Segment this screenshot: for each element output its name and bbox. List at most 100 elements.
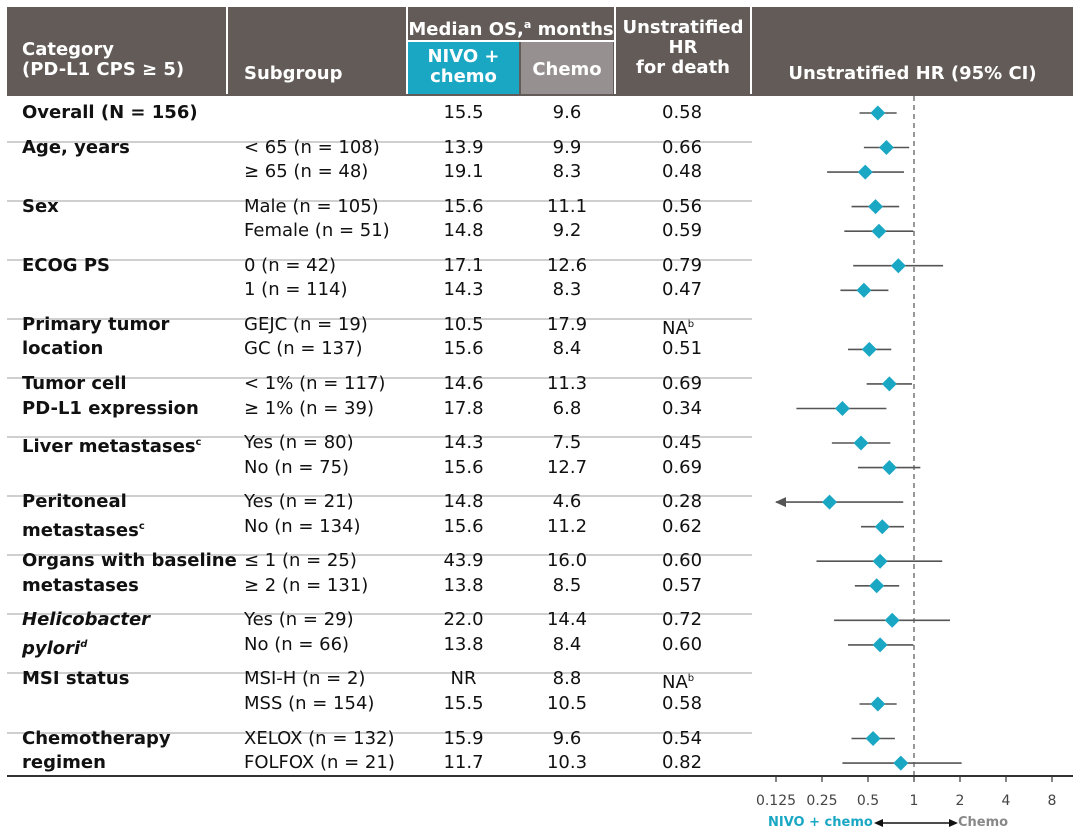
x-tick-label: 8 xyxy=(1048,793,1057,809)
hazard-ratio: 0.82 xyxy=(662,752,703,774)
group-separator xyxy=(7,258,752,261)
nivo-median-os: 22.0 xyxy=(443,609,484,631)
chemo-median-os: 10.5 xyxy=(546,693,588,714)
subgroup-label: No (n = 75) xyxy=(244,456,350,478)
chemo-median-os: 9.6 xyxy=(552,102,582,123)
x-tick-label: 2 xyxy=(956,793,965,809)
ci-arrow xyxy=(775,497,786,508)
forest-plot-title: Unstratified HR (95% CI) xyxy=(788,63,1037,84)
favors-chemo-label: Chemo xyxy=(958,815,1009,830)
category-label: Overall (N = 156) xyxy=(22,102,198,123)
hr-diamond xyxy=(881,460,897,476)
subgroup-label: XELOX (n = 132) xyxy=(244,727,395,749)
header-divider xyxy=(406,7,408,94)
nivo-median-os: 19.1 xyxy=(443,161,484,183)
category-label: Tumor cell xyxy=(22,372,127,394)
subgroup-label: MSI-H (n = 2) xyxy=(244,668,366,690)
nivo-median-os: 14.8 xyxy=(443,220,484,242)
chemo-median-os: 11.2 xyxy=(546,515,588,537)
hr-diamond xyxy=(893,755,909,771)
x-tick-label: 0.5 xyxy=(857,793,879,809)
chemo-median-os: 8.3 xyxy=(552,161,582,183)
chemo-median-os: 11.1 xyxy=(546,195,588,217)
hr-diamond xyxy=(865,731,881,746)
hr-diamond xyxy=(890,258,906,274)
nivo-median-os: 13.8 xyxy=(443,574,484,596)
hr-diamond xyxy=(853,435,869,451)
hr-diamond xyxy=(869,578,885,594)
hazard-ratio: 0.66 xyxy=(662,136,703,158)
x-tick-label: 0.25 xyxy=(806,793,837,809)
hr-diamond xyxy=(878,140,894,155)
hazard-ratio: 0.51 xyxy=(662,338,703,360)
category-label: Helicobacter xyxy=(22,609,151,631)
hazard-ratio: 0.28 xyxy=(662,491,703,513)
hr-header: Unstratified HR for death xyxy=(622,17,744,78)
hr-diamond xyxy=(861,341,877,357)
subgroup-label: ≥ 65 (n = 48) xyxy=(244,161,369,183)
group-separator xyxy=(7,613,752,616)
nivo-median-os: 14.3 xyxy=(443,279,484,301)
nivo-median-os: 15.5 xyxy=(443,693,484,714)
nivo-median-os: 15.6 xyxy=(443,515,484,537)
nivo-median-os: 14.6 xyxy=(443,372,484,394)
header-divider xyxy=(226,7,228,94)
chemo-median-os: 10.3 xyxy=(546,752,588,774)
chemo-median-os: 8.4 xyxy=(552,338,582,360)
nivo-median-os: 13.9 xyxy=(443,136,484,158)
category-label: PD-L1 expression xyxy=(22,397,199,419)
group-separator xyxy=(7,140,752,143)
hr-diamond xyxy=(872,553,888,569)
subgroup-header: Subgroup xyxy=(244,63,343,84)
subgroup-label: 0 (n = 42) xyxy=(244,254,337,276)
chemo-header-cell xyxy=(521,42,613,94)
median-os-header: Median OS,a months xyxy=(408,18,614,40)
category-label: Primary tumor xyxy=(22,313,170,335)
chemo-median-os: 16.0 xyxy=(546,550,588,572)
nivo-header-cell xyxy=(408,42,519,94)
chemo-header: Chemo xyxy=(532,59,602,80)
chemo-median-os: 11.3 xyxy=(546,372,588,394)
group-separator xyxy=(7,672,752,675)
direction-arrow-left xyxy=(874,819,883,827)
x-tick-label: 4 xyxy=(1002,793,1011,809)
hazard-ratio: 0.54 xyxy=(662,727,703,749)
category-label: metastases xyxy=(22,574,139,596)
category-label: Age, years xyxy=(22,136,130,158)
category-label: regimen xyxy=(22,752,106,774)
footnote-marker: c xyxy=(138,520,145,532)
category-label: Liver metastasesc xyxy=(22,436,202,457)
hr-diamond xyxy=(870,696,886,712)
category-label: Chemotherapy xyxy=(22,727,171,749)
hazard-ratio: 0.57 xyxy=(662,574,703,596)
subgroup-label: < 1% (n = 117) xyxy=(244,372,386,394)
chemo-median-os: 8.3 xyxy=(552,279,582,301)
nivo-median-os: 14.3 xyxy=(443,432,484,453)
category-header: Category (PD-L1 CPS ≥ 5) xyxy=(22,39,185,80)
subgroup-label: ≥ 2 (n = 131) xyxy=(244,574,369,596)
nivo-median-os: 15.6 xyxy=(443,456,484,478)
nivo-median-os: 15.6 xyxy=(443,338,484,360)
footnote-marker: b xyxy=(687,318,695,330)
hr-diamond xyxy=(884,612,900,628)
header-rule xyxy=(7,94,1073,96)
footnote-marker: d xyxy=(80,638,88,650)
nivo-median-os: 14.8 xyxy=(443,491,484,513)
nivo-median-os: 11.7 xyxy=(443,752,484,774)
table-bottom-rule xyxy=(7,775,1073,777)
direction-arrow-right xyxy=(949,819,958,827)
hr-diamond xyxy=(868,199,884,215)
nivo-median-os: 17.8 xyxy=(443,397,484,419)
category-label: metastasesc xyxy=(22,519,145,541)
hazard-ratio: 0.47 xyxy=(662,279,703,301)
group-separator xyxy=(7,554,752,557)
hazard-ratio: NAb xyxy=(662,317,695,339)
x-tick-label: 1 xyxy=(910,793,919,809)
chemo-median-os: 8.5 xyxy=(552,574,582,596)
hazard-ratio: 0.79 xyxy=(662,254,703,276)
nivo-median-os: NR xyxy=(450,668,477,690)
chemo-median-os: 9.2 xyxy=(552,220,582,242)
x-tick-label: 0.125 xyxy=(756,793,796,809)
subgroup-label: ≥ 1% (n = 39) xyxy=(244,397,374,419)
hr-diamond xyxy=(834,401,850,416)
